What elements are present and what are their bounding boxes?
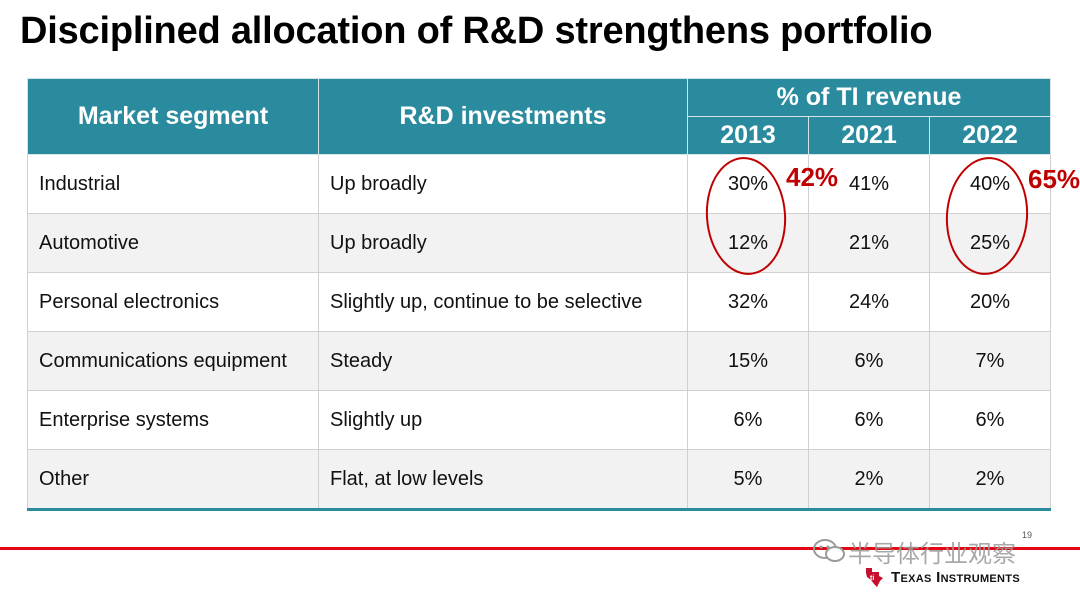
annotation-sum-2022: 65%: [1028, 164, 1080, 194]
segment-cell: Personal electronics: [27, 272, 319, 332]
value-2013-cell: 5%: [687, 449, 809, 511]
value-2013-cell: 30%: [687, 154, 809, 214]
rd-allocation-table: Market segment R&D investments % of TI r…: [27, 78, 1051, 511]
segment-cell: Industrial: [27, 154, 319, 214]
value-2013-cell: 6%: [687, 390, 809, 450]
value-2013-cell: 32%: [687, 272, 809, 332]
segment-cell: Automotive: [27, 213, 319, 273]
page-number: 19: [1022, 530, 1033, 540]
value-2021-cell: 24%: [808, 272, 930, 332]
header-year-2021: 2021: [808, 116, 930, 155]
investment-cell: Slightly up: [318, 390, 688, 450]
segment-cell: Enterprise systems: [27, 390, 319, 450]
investment-cell: Slightly up, continue to be selective: [318, 272, 688, 332]
annotation-sum-2013: 42%: [786, 162, 839, 192]
header-rd-investments: R&D investments: [318, 78, 688, 155]
segment-cell: Other: [27, 449, 319, 511]
value-2021-cell: 6%: [808, 331, 930, 391]
investment-cell: Up broadly: [318, 213, 688, 273]
wechat-icon: [813, 539, 845, 562]
table-row: Automotive Up broadly 12% 21% 25%: [27, 213, 1051, 273]
header-revenue-group: % of TI revenue: [687, 78, 1051, 117]
segment-cell: Communications equipment: [27, 331, 319, 391]
value-2022-cell: 2%: [929, 449, 1051, 511]
table-row: Industrial Up broadly 30% 41% 40%: [27, 154, 1051, 214]
value-2022-cell: 25%: [929, 213, 1051, 273]
header-year-2013: 2013: [687, 116, 809, 155]
value-2021-cell: 21%: [808, 213, 930, 273]
svg-text:ti: ti: [870, 575, 874, 582]
ti-state-icon: ti: [866, 568, 883, 587]
value-2013-cell: 12%: [687, 213, 809, 273]
ti-logo-text: TEXAS INSTRUMENTS: [891, 568, 1020, 586]
watermark-text: 半导体行业观察: [848, 541, 1016, 568]
value-2013-cell: 15%: [687, 331, 809, 391]
header-year-2022: 2022: [929, 116, 1051, 155]
table-row: Other Flat, at low levels 5% 2% 2%: [27, 449, 1051, 511]
table-row: Enterprise systems Slightly up 6% 6% 6%: [27, 390, 1051, 450]
value-2021-cell: 6%: [808, 390, 930, 450]
value-2022-cell: 20%: [929, 272, 1051, 332]
investment-cell: Steady: [318, 331, 688, 391]
table-row: Communications equipment Steady 15% 6% 7…: [27, 331, 1051, 391]
value-2021-cell: 2%: [808, 449, 930, 511]
footer-divider: [0, 547, 1080, 550]
header-market-segment: Market segment: [27, 78, 319, 155]
value-2022-cell: 6%: [929, 390, 1051, 450]
investment-cell: Flat, at low levels: [318, 449, 688, 511]
slide-title: Disciplined allocation of R&D strengthen…: [20, 10, 933, 52]
value-2022-cell: 7%: [929, 331, 1051, 391]
table-row: Personal electronics Slightly up, contin…: [27, 272, 1051, 332]
investment-cell: Up broadly: [318, 154, 688, 214]
ti-logo: ti TEXAS INSTRUMENTS: [863, 566, 1020, 588]
